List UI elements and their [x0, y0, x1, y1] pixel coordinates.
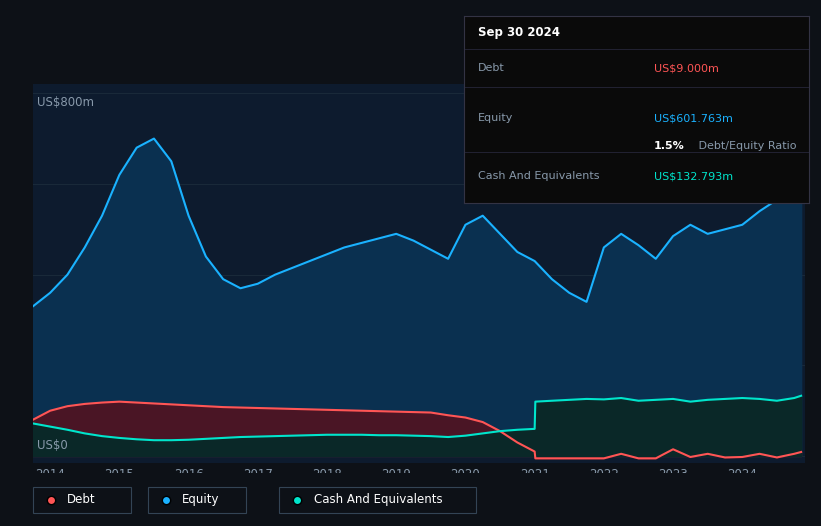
Text: Sep 30 2024: Sep 30 2024 — [478, 26, 560, 39]
Text: Debt/Equity Ratio: Debt/Equity Ratio — [695, 141, 796, 151]
Text: Debt: Debt — [478, 63, 504, 73]
Text: US$800m: US$800m — [37, 96, 94, 108]
Text: Cash And Equivalents: Cash And Equivalents — [314, 493, 443, 506]
Text: Equity: Equity — [478, 114, 513, 124]
Text: US$132.793m: US$132.793m — [654, 171, 732, 181]
Text: 1.5%: 1.5% — [654, 141, 684, 151]
Text: US$9.000m: US$9.000m — [654, 63, 718, 73]
Text: US$0: US$0 — [37, 439, 67, 451]
Text: Equity: Equity — [182, 493, 220, 506]
Text: US$601.763m: US$601.763m — [654, 114, 732, 124]
Text: Cash And Equivalents: Cash And Equivalents — [478, 171, 599, 181]
Text: Debt: Debt — [67, 493, 96, 506]
